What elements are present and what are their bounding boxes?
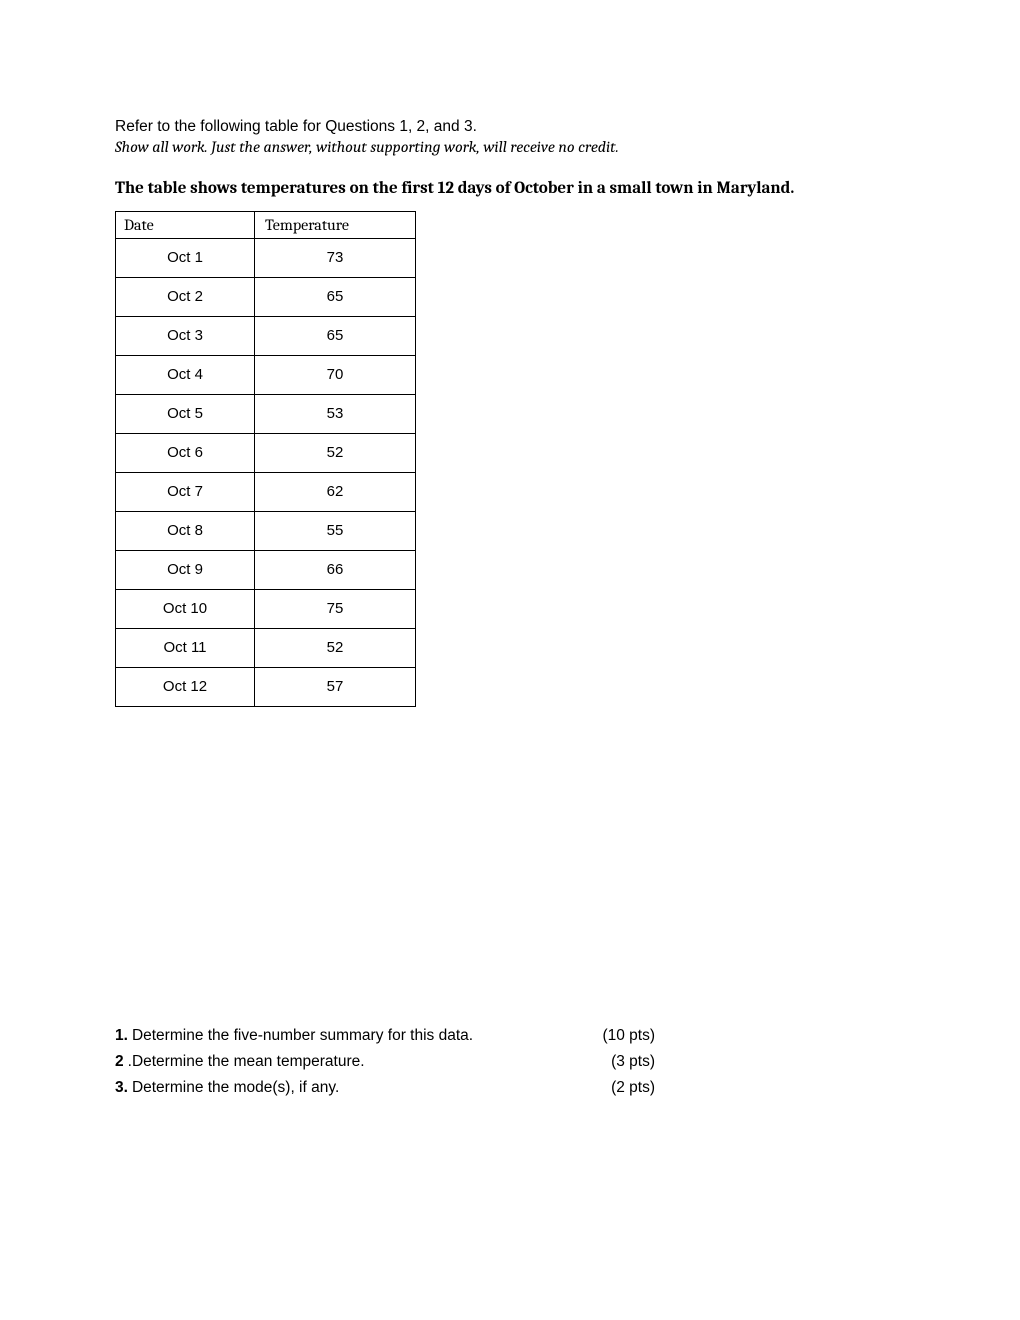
question-text: Determine the mode(s), if any. bbox=[132, 1079, 339, 1097]
cell-date: Oct 7 bbox=[116, 472, 255, 511]
table-row: Oct 6 52 bbox=[116, 433, 416, 472]
cell-temp: 57 bbox=[255, 667, 416, 706]
cell-temp: 55 bbox=[255, 511, 416, 550]
cell-date: Oct 3 bbox=[116, 316, 255, 355]
question-points: (2 pts) bbox=[581, 1079, 655, 1097]
table-row: Oct 10 75 bbox=[116, 589, 416, 628]
question-number: 2 bbox=[115, 1053, 124, 1070]
table-row: Oct 8 55 bbox=[116, 511, 416, 550]
table-row: Oct 11 52 bbox=[116, 628, 416, 667]
cell-date: Oct 12 bbox=[116, 667, 255, 706]
question-text: Determine the mean temperature. bbox=[132, 1053, 365, 1071]
question-number-wrap: 2. bbox=[115, 1053, 132, 1071]
questions-block: 1. Determine the five-number summary for… bbox=[115, 1027, 905, 1097]
question-1: 1. Determine the five-number summary for… bbox=[115, 1027, 655, 1045]
table-row: Oct 1 73 bbox=[116, 238, 416, 277]
cell-temp: 65 bbox=[255, 277, 416, 316]
cell-temp: 53 bbox=[255, 394, 416, 433]
question-points: (3 pts) bbox=[581, 1053, 655, 1071]
cell-date: Oct 2 bbox=[116, 277, 255, 316]
cell-temp: 65 bbox=[255, 316, 416, 355]
question-points: (10 pts) bbox=[572, 1027, 655, 1045]
cell-date: Oct 8 bbox=[116, 511, 255, 550]
question-2: 2. Determine the mean temperature. (3 pt… bbox=[115, 1053, 655, 1071]
cell-date: Oct 5 bbox=[116, 394, 255, 433]
cell-date: Oct 10 bbox=[116, 589, 255, 628]
cell-date: Oct 9 bbox=[116, 550, 255, 589]
cell-date: Oct 1 bbox=[116, 238, 255, 277]
table-header-row: Date Temperature bbox=[116, 211, 416, 238]
cell-date: Oct 4 bbox=[116, 355, 255, 394]
table-row: Oct 12 57 bbox=[116, 667, 416, 706]
cell-temp: 75 bbox=[255, 589, 416, 628]
cell-date: Oct 6 bbox=[116, 433, 255, 472]
cell-temp: 62 bbox=[255, 472, 416, 511]
question-number: 3. bbox=[115, 1079, 128, 1097]
cell-temp: 73 bbox=[255, 238, 416, 277]
cell-temp: 52 bbox=[255, 433, 416, 472]
table-row: Oct 7 62 bbox=[116, 472, 416, 511]
question-text: Determine the five-number summary for th… bbox=[132, 1027, 473, 1045]
question-number: 1. bbox=[115, 1027, 128, 1045]
table-row: Oct 4 70 bbox=[116, 355, 416, 394]
col-header-date: Date bbox=[116, 211, 255, 238]
intro-line-1: Refer to the following table for Questio… bbox=[115, 118, 905, 136]
table-row: Oct 3 65 bbox=[116, 316, 416, 355]
cell-temp: 66 bbox=[255, 550, 416, 589]
table-row: Oct 5 53 bbox=[116, 394, 416, 433]
temperature-table: Date Temperature Oct 1 73 Oct 2 65 Oct 3… bbox=[115, 211, 416, 707]
table-row: Oct 9 66 bbox=[116, 550, 416, 589]
col-header-temperature: Temperature bbox=[255, 211, 416, 238]
cell-temp: 70 bbox=[255, 355, 416, 394]
table-row: Oct 2 65 bbox=[116, 277, 416, 316]
cell-temp: 52 bbox=[255, 628, 416, 667]
question-3: 3. Determine the mode(s), if any. (2 pts… bbox=[115, 1079, 655, 1097]
intro-line-2: Show all work. Just the answer, without … bbox=[115, 138, 905, 156]
table-heading: The table shows temperatures on the firs… bbox=[115, 178, 835, 201]
cell-date: Oct 11 bbox=[116, 628, 255, 667]
